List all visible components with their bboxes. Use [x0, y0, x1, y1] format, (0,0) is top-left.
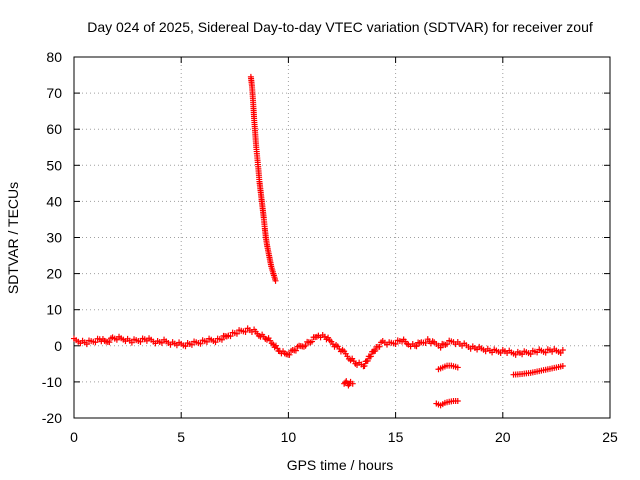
data-point [413, 343, 420, 350]
data-point [92, 339, 99, 346]
data-point [349, 380, 356, 387]
y-tick-label: 20 [46, 266, 62, 282]
grid-lines [74, 57, 610, 418]
y-tick-label: 10 [46, 302, 62, 318]
data-point [542, 349, 549, 356]
data-point [137, 338, 144, 345]
data-point [559, 363, 566, 370]
data-point [364, 357, 371, 364]
x-tick-label: 5 [177, 429, 185, 445]
data-point [227, 333, 234, 340]
series-segment-b [433, 398, 461, 409]
data-point [292, 347, 299, 354]
x-axis-label: GPS time / hours [287, 457, 394, 473]
data-point [242, 328, 249, 335]
data-point [302, 342, 309, 349]
data-point [422, 340, 429, 347]
data-point [392, 340, 399, 347]
data-point [272, 277, 279, 284]
data-point [212, 339, 219, 346]
x-tick-label: 0 [70, 429, 78, 445]
y-tick-label: 80 [46, 49, 62, 65]
data-points [71, 73, 566, 409]
y-tick-label: 30 [46, 230, 62, 246]
data-point [106, 339, 113, 346]
data-point [372, 347, 379, 354]
data-point [361, 362, 368, 369]
data-point [367, 353, 374, 360]
data-point [197, 340, 204, 347]
series-main [71, 325, 566, 370]
data-point [218, 336, 225, 343]
data-point [158, 339, 165, 346]
series-segment-c [435, 362, 461, 373]
x-tick-label: 15 [388, 429, 404, 445]
data-point [286, 351, 293, 358]
y-tick-label: 40 [46, 193, 62, 209]
y-tick-label: 70 [46, 85, 62, 101]
x-tick-label: 20 [495, 429, 511, 445]
y-tick-label: 0 [54, 338, 62, 354]
series-segment-d [510, 363, 566, 378]
data-point [128, 339, 135, 346]
x-tick-label: 25 [602, 429, 618, 445]
data-point [437, 344, 444, 351]
series-spike [247, 73, 279, 284]
data-point [527, 351, 534, 358]
data-point [233, 330, 240, 337]
y-tick-label: -10 [42, 374, 62, 390]
y-tick-label: 50 [46, 157, 62, 173]
data-point [454, 364, 461, 371]
data-point [308, 338, 315, 345]
axis-ticks: 0 5 10 15 20 25 -20 -10 0 10 20 30 40 50 60 70 80 [42, 49, 618, 445]
data-point [182, 343, 189, 350]
data-point [188, 341, 195, 348]
y-tick-label: -20 [42, 410, 62, 426]
data-point [272, 342, 279, 349]
y-tick-label: 60 [46, 121, 62, 137]
data-point [376, 343, 383, 350]
chart-title: Day 024 of 2025, Sidereal Day-to-day VTE… [87, 19, 593, 35]
data-point [454, 398, 461, 405]
data-point [83, 341, 90, 348]
series-segment-a [341, 378, 356, 389]
data-point [444, 341, 451, 348]
y-axis-label: SDTVAR / TECUs [5, 182, 21, 294]
x-tick-label: 10 [281, 429, 297, 445]
data-point [559, 347, 566, 354]
data-point [203, 338, 210, 345]
